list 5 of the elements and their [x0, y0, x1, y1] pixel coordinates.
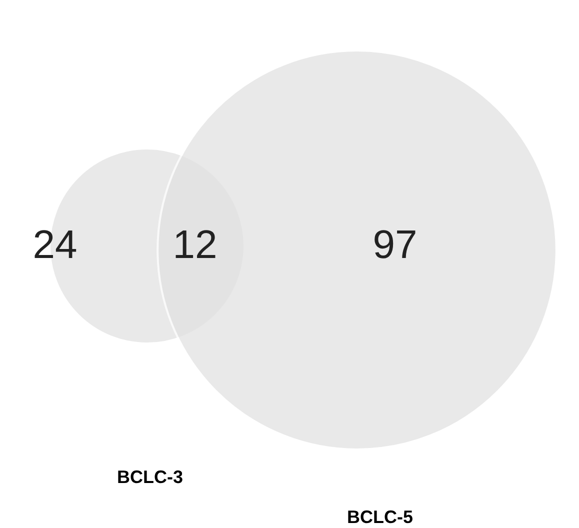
data-label: 12	[172, 223, 218, 267]
data-label: 97	[372, 223, 418, 267]
text: BCLC-3	[117, 467, 183, 487]
text: BCLC-5	[347, 507, 413, 527]
data-label: 24	[32, 223, 78, 267]
